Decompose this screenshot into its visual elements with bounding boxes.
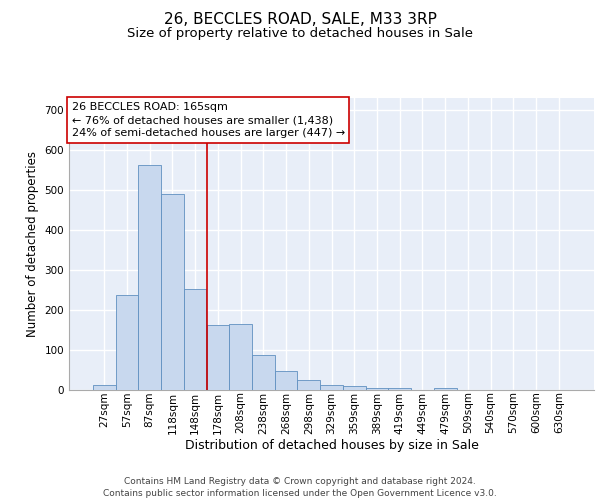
Bar [298,380,320,390]
Text: Contains HM Land Registry data © Crown copyright and database right 2024.
Contai: Contains HM Land Registry data © Crown c… [103,476,497,498]
Bar [252,354,275,390]
Bar [320,385,343,390]
Bar [161,194,184,390]
Bar [206,324,229,390]
Y-axis label: Number of detached properties: Number of detached properties [26,151,39,337]
X-axis label: Distribution of detached houses by size in Sale: Distribution of detached houses by size … [185,439,478,452]
Text: 26 BECCLES ROAD: 165sqm
← 76% of detached houses are smaller (1,438)
24% of semi: 26 BECCLES ROAD: 165sqm ← 76% of detache… [71,102,345,139]
Bar [93,385,116,390]
Bar [275,371,298,390]
Text: Size of property relative to detached houses in Sale: Size of property relative to detached ho… [127,28,473,40]
Bar [434,388,457,390]
Bar [229,324,252,390]
Bar [388,388,411,390]
Bar [184,288,206,390]
Bar [116,294,139,390]
Bar [343,386,365,390]
Text: 26, BECCLES ROAD, SALE, M33 3RP: 26, BECCLES ROAD, SALE, M33 3RP [164,12,436,28]
Bar [139,165,161,390]
Bar [365,388,388,390]
